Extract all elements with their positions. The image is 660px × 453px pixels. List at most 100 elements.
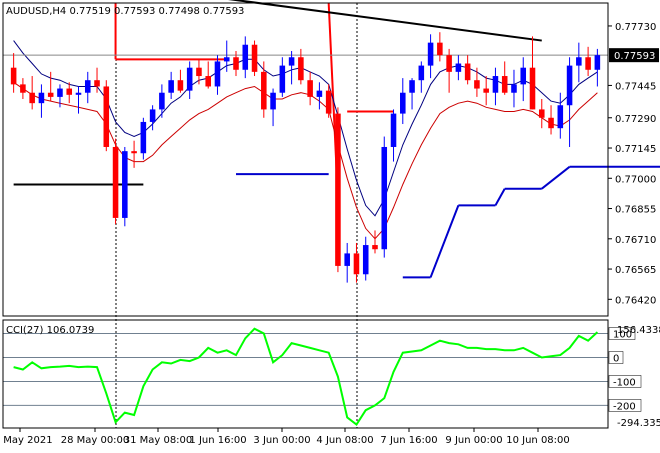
- candle-body: [57, 88, 63, 97]
- candle-body: [177, 80, 184, 91]
- candle-body: [186, 67, 193, 91]
- candle-body: [483, 88, 489, 93]
- cci-title: CCI(27) 106.0739: [6, 325, 94, 336]
- candle-body: [122, 151, 128, 218]
- blue-stop-connector: [494, 188, 506, 206]
- price-tick-label: 0.76855: [615, 205, 656, 216]
- candle-body: [66, 88, 73, 95]
- candle-body: [576, 57, 582, 66]
- x-tick-label: 9 Jun 00:00: [445, 435, 502, 446]
- price-tick-label: 0.77000: [615, 174, 656, 185]
- x-tick-label: 3 Jun 00:00: [253, 435, 310, 446]
- candle-body: [159, 92, 165, 110]
- candle-body: [400, 92, 406, 114]
- candle-body: [511, 84, 517, 93]
- candle-body: [131, 151, 137, 154]
- candle-body: [168, 80, 174, 93]
- price-tick-label: 0.77730: [615, 22, 656, 33]
- candle-body: [538, 109, 545, 118]
- candle-body: [325, 90, 332, 114]
- candle-body: [140, 121, 147, 154]
- candle-body: [372, 245, 378, 250]
- candle-body: [251, 44, 258, 72]
- cci-level-box: [608, 351, 624, 364]
- candle-body: [353, 253, 360, 275]
- candle-body: [381, 146, 388, 250]
- x-tick-label: 7 Jun 16:00: [380, 435, 437, 446]
- cci-level-box: [608, 327, 636, 340]
- candle-body: [214, 61, 221, 87]
- candle-body: [47, 92, 54, 97]
- price-tick-label: 0.77145: [615, 144, 656, 155]
- candle-body: [474, 80, 480, 89]
- price-tick-label: 0.76420: [615, 295, 656, 306]
- ma-slow-line: [13, 81, 598, 240]
- candle-body: [279, 65, 286, 93]
- labels: 0.77593 AUDUSD,H4 0.77519 0.77593 0.77498…: [6, 6, 659, 63]
- candle-body: [501, 76, 508, 93]
- cci-level-label: 100: [613, 330, 632, 341]
- candle-body: [75, 92, 82, 95]
- x-tick-label: 26 May 2021: [0, 435, 53, 446]
- candle-body: [437, 42, 443, 56]
- x-tick-label: 4 Jun 08:00: [316, 435, 373, 446]
- candle-body: [149, 109, 156, 122]
- price-tick-label: 0.77290: [615, 114, 656, 125]
- candle-body: [307, 80, 313, 97]
- candle-body: [362, 245, 369, 275]
- trend-line: [227, 0, 542, 42]
- price-tick-label: 0.76710: [615, 235, 656, 246]
- candle-body: [529, 67, 536, 110]
- candle-body: [298, 57, 304, 81]
- cci-max-label: 156.4338: [617, 325, 660, 336]
- candle-body: [344, 253, 350, 266]
- candle-body: [594, 55, 601, 70]
- candle-body: [223, 57, 230, 62]
- x-tick-label: 31 May 08:00: [124, 435, 193, 446]
- candle-body: [409, 80, 415, 93]
- candle-body: [566, 65, 573, 106]
- cci-level-label: -100: [613, 377, 636, 388]
- candle-body: [84, 80, 91, 93]
- price-tick-label: 0.76565: [615, 265, 656, 276]
- candle-body: [446, 55, 452, 72]
- cci-panel-frame: [2, 319, 609, 429]
- x-tick-label: 10 Jun 08:00: [506, 435, 570, 446]
- candle-body: [29, 92, 35, 104]
- candle-body: [585, 57, 591, 70]
- price-tick-label: 0.77445: [615, 81, 656, 92]
- candle-body: [464, 63, 471, 81]
- candle-body: [270, 92, 276, 110]
- cci-level-box: [608, 399, 642, 412]
- indicator-lines: [3, 0, 660, 279]
- candle-body: [196, 67, 202, 77]
- blue-stop-connector: [541, 166, 571, 190]
- candle-body: [548, 117, 554, 129]
- ma-fast-line: [13, 40, 598, 217]
- cci-level-box: [608, 375, 642, 388]
- candle-body: [520, 67, 527, 85]
- cci-level-label: -200: [613, 401, 636, 412]
- axes: 0.77730 0.77445 0.77290 0.77145 0.77000 0.768…: [0, 2, 656, 446]
- candle-body: [261, 71, 267, 110]
- candle-body: [418, 65, 425, 81]
- cci-panel: 100 0 -100 -200 156.4338 -294.3357 CCI(27) 106…: [3, 325, 660, 429]
- candle-body: [242, 44, 249, 70]
- candle-body: [427, 42, 434, 66]
- x-tick-label: 1 Jun 16:00: [189, 435, 246, 446]
- candle-body: [38, 92, 45, 104]
- candle-body: [316, 90, 323, 97]
- last-price-box: [609, 48, 659, 63]
- candle-body: [94, 80, 100, 87]
- price-panel-frame: [2, 2, 609, 317]
- candle-body: [288, 57, 295, 66]
- candle-body: [103, 86, 110, 147]
- blue-stop-connector: [429, 205, 460, 278]
- last-price-label: 0.77593: [614, 51, 655, 62]
- candle-body: [492, 76, 499, 93]
- cci-line: [13, 327, 599, 427]
- candle-body: [205, 76, 211, 87]
- x-tick-label: 28 May 00:00: [61, 435, 130, 446]
